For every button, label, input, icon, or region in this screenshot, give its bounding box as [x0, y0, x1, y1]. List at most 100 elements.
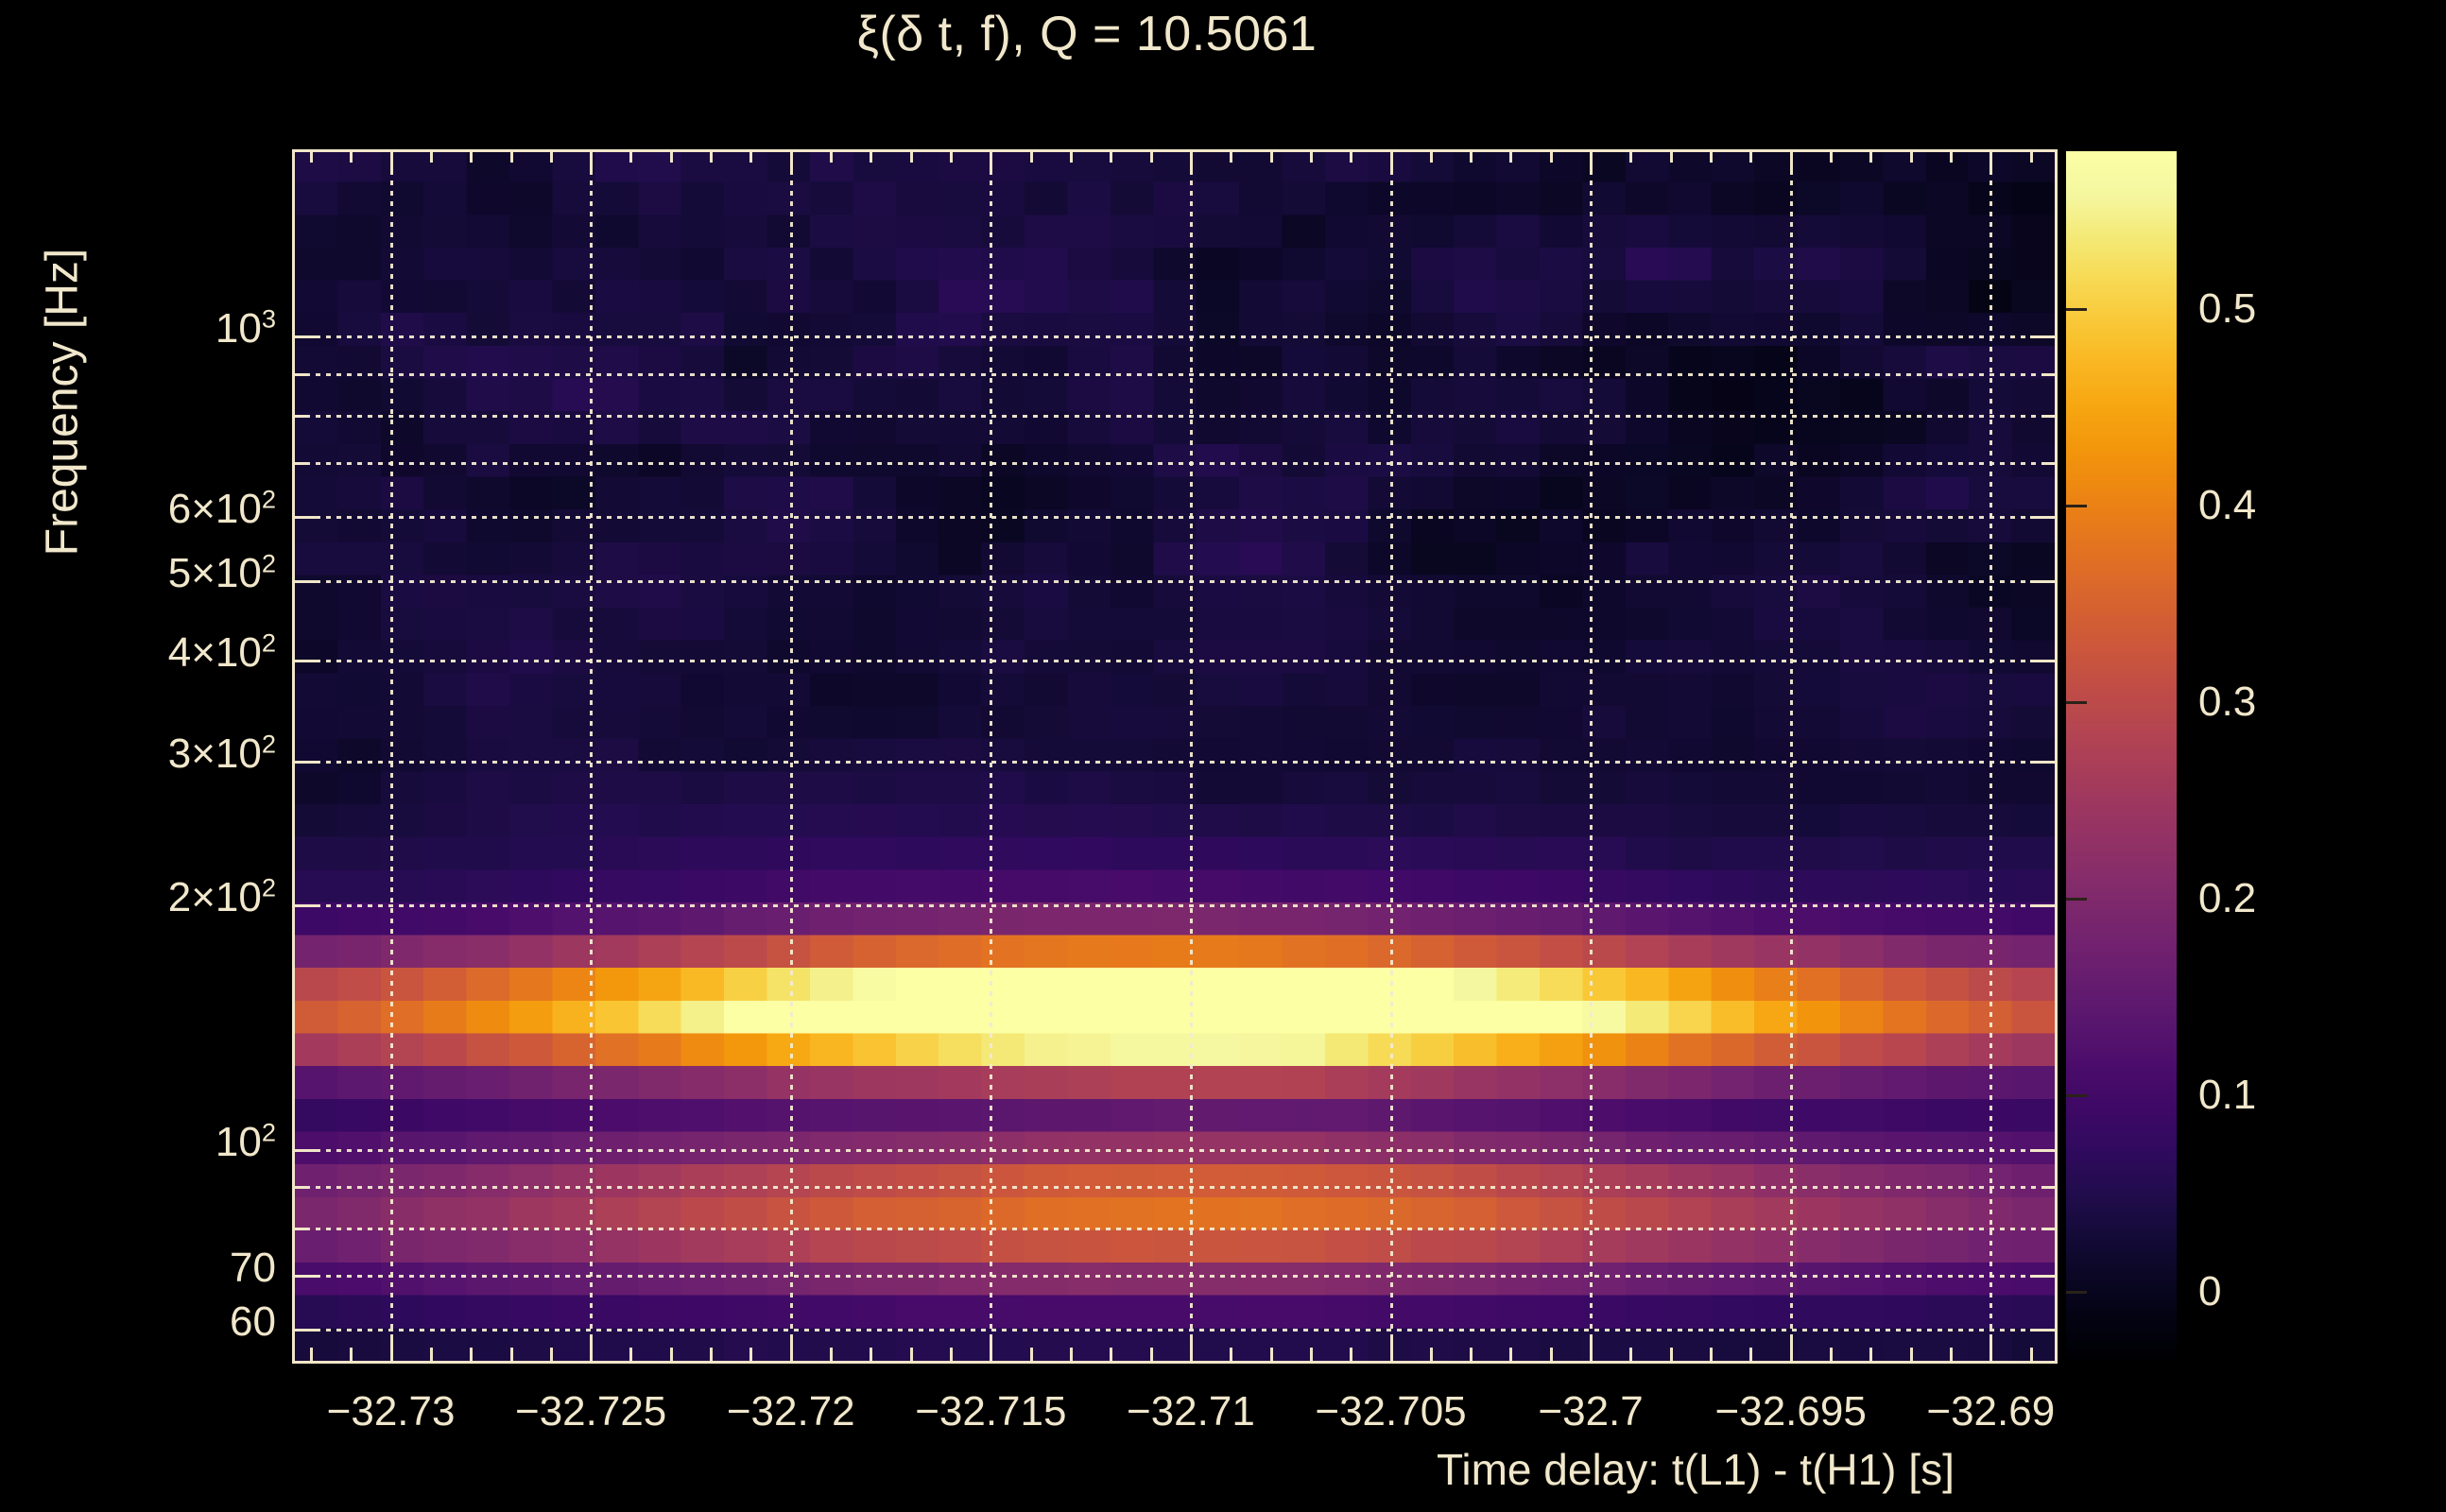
y-axis-tick-right: [2041, 1227, 2055, 1230]
y-axis-tick-label: 2×102: [167, 871, 276, 920]
y-axis-tick: [295, 516, 319, 520]
colorbar: [2066, 151, 2177, 1361]
x-axis-tick: [1110, 1348, 1113, 1361]
x-axis-tick: [1990, 1336, 1993, 1361]
x-axis-tick: [549, 1348, 553, 1361]
x-axis-tick-top: [389, 149, 393, 174]
y-axis-tick: [295, 1329, 319, 1332]
y-axis-title: Frequency [Hz]: [37, 248, 88, 557]
colorbar-tick-label: 0.1: [2198, 1072, 2257, 1119]
colorbar-tick-label: 0.3: [2198, 678, 2257, 725]
x-axis-tick: [990, 1336, 993, 1361]
axis-left: [292, 149, 295, 1364]
x-axis-tick-top: [1110, 149, 1113, 163]
x-axis-tick-top: [669, 149, 673, 163]
x-axis-tick-top: [1789, 149, 1793, 174]
x-axis-tick: [1629, 1348, 1633, 1361]
x-axis-tick-top: [1269, 149, 1273, 163]
x-axis-tick: [1069, 1348, 1073, 1361]
x-axis-tick-top: [1189, 149, 1193, 174]
x-axis-tick-label: −32.7: [1538, 1388, 1644, 1435]
x-axis-tick-top: [1710, 149, 1714, 163]
x-axis-tick: [389, 1336, 393, 1361]
x-axis-tick-top: [1389, 149, 1393, 174]
x-axis-tick: [1189, 1336, 1193, 1361]
axis-right: [2055, 149, 2058, 1364]
x-axis-tick-top: [909, 149, 913, 163]
axis-bottom: [292, 1361, 2058, 1364]
x-axis-tick-top: [1830, 149, 1834, 163]
x-axis-tick-label: −32.725: [515, 1388, 667, 1435]
y-axis-tick-label: 3×102: [167, 729, 276, 778]
x-axis-tick-label: −32.715: [915, 1388, 1067, 1435]
y-axis-tick: [295, 414, 308, 418]
colorbar-tick: [2066, 1094, 2087, 1098]
y-axis-tick-label: 5×102: [167, 548, 276, 597]
x-axis-tick-top: [1909, 149, 1913, 163]
x-axis-tick: [1309, 1348, 1313, 1361]
x-axis-tick-top: [1350, 149, 1353, 163]
x-axis-tick: [1549, 1348, 1553, 1361]
y-axis-tick: [295, 580, 319, 584]
x-axis-tick-top: [1990, 149, 1993, 174]
y-axis-tick-right: [2030, 903, 2055, 907]
x-axis-tick-top: [1869, 149, 1873, 163]
x-axis-tick-top: [1149, 149, 1153, 163]
x-axis-tick: [1230, 1348, 1233, 1361]
y-axis-tick-right: [2030, 580, 2055, 584]
x-axis-tick: [1749, 1348, 1753, 1361]
y-axis-tick-right: [2030, 516, 2055, 520]
x-axis-title: Time delay: t(L1) - t(H1) [s]: [1437, 1445, 1955, 1494]
x-axis-tick: [590, 1336, 594, 1361]
x-axis-tick: [1149, 1348, 1153, 1361]
heatmap-image: [295, 149, 2055, 1361]
y-axis-tick-right: [2030, 659, 2055, 662]
colorbar-tick-label: 0.2: [2198, 874, 2257, 921]
y-axis-tick-right: [2041, 1185, 2055, 1189]
x-axis-tick: [1389, 1336, 1393, 1361]
heatmap-plot-area: [295, 149, 2055, 1361]
x-axis-tick: [470, 1348, 474, 1361]
x-axis-tick-label: −32.71: [1127, 1388, 1255, 1435]
y-axis-tick: [295, 372, 308, 376]
x-axis-tick-top: [950, 149, 954, 163]
colorbar-tick-label: 0.4: [2198, 481, 2257, 528]
y-axis-tick: [295, 1185, 308, 1189]
x-axis-tick-top: [549, 149, 553, 163]
x-axis-tick-top: [1669, 149, 1673, 163]
x-axis-tick-top: [350, 149, 353, 163]
colorbar-tick: [2066, 504, 2087, 507]
axis-top: [292, 149, 2058, 152]
x-axis-tick-top: [1069, 149, 1073, 163]
x-axis-tick-top: [2029, 149, 2033, 163]
x-axis-tick-top: [1549, 149, 1553, 163]
colorbar-tick: [2066, 1291, 2087, 1295]
x-axis-tick-top: [1029, 149, 1033, 163]
x-axis-tick: [909, 1348, 913, 1361]
y-axis-tick-right: [2030, 1274, 2055, 1278]
y-axis-tick-right: [2041, 461, 2055, 465]
x-axis-tick: [1710, 1348, 1714, 1361]
x-axis-tick: [1669, 1348, 1673, 1361]
x-axis-tick-label: −32.695: [1714, 1388, 1867, 1435]
x-axis-tick: [1590, 1336, 1593, 1361]
y-axis-tick-label: 6×102: [167, 484, 276, 533]
y-axis-tick: [295, 903, 319, 907]
x-axis-tick: [350, 1348, 353, 1361]
y-axis-tick-label: 103: [215, 303, 276, 352]
x-axis-tick-top: [1309, 149, 1313, 163]
x-axis-tick: [1949, 1348, 1953, 1361]
x-axis-tick-top: [309, 149, 313, 163]
x-axis-tick: [1509, 1348, 1513, 1361]
x-axis-tick: [950, 1348, 954, 1361]
x-axis-tick-top: [789, 149, 793, 174]
x-axis-tick: [1269, 1348, 1273, 1361]
y-axis-tick-right: [2030, 1329, 2055, 1332]
x-axis-tick: [749, 1348, 753, 1361]
x-axis-tick: [1429, 1348, 1433, 1361]
colorbar-gradient: [2066, 151, 2177, 1361]
x-axis-tick: [710, 1348, 714, 1361]
x-axis-tick-top: [870, 149, 873, 163]
y-axis-tick-label: 70: [230, 1244, 276, 1291]
y-axis-tick-right: [2030, 1148, 2055, 1152]
